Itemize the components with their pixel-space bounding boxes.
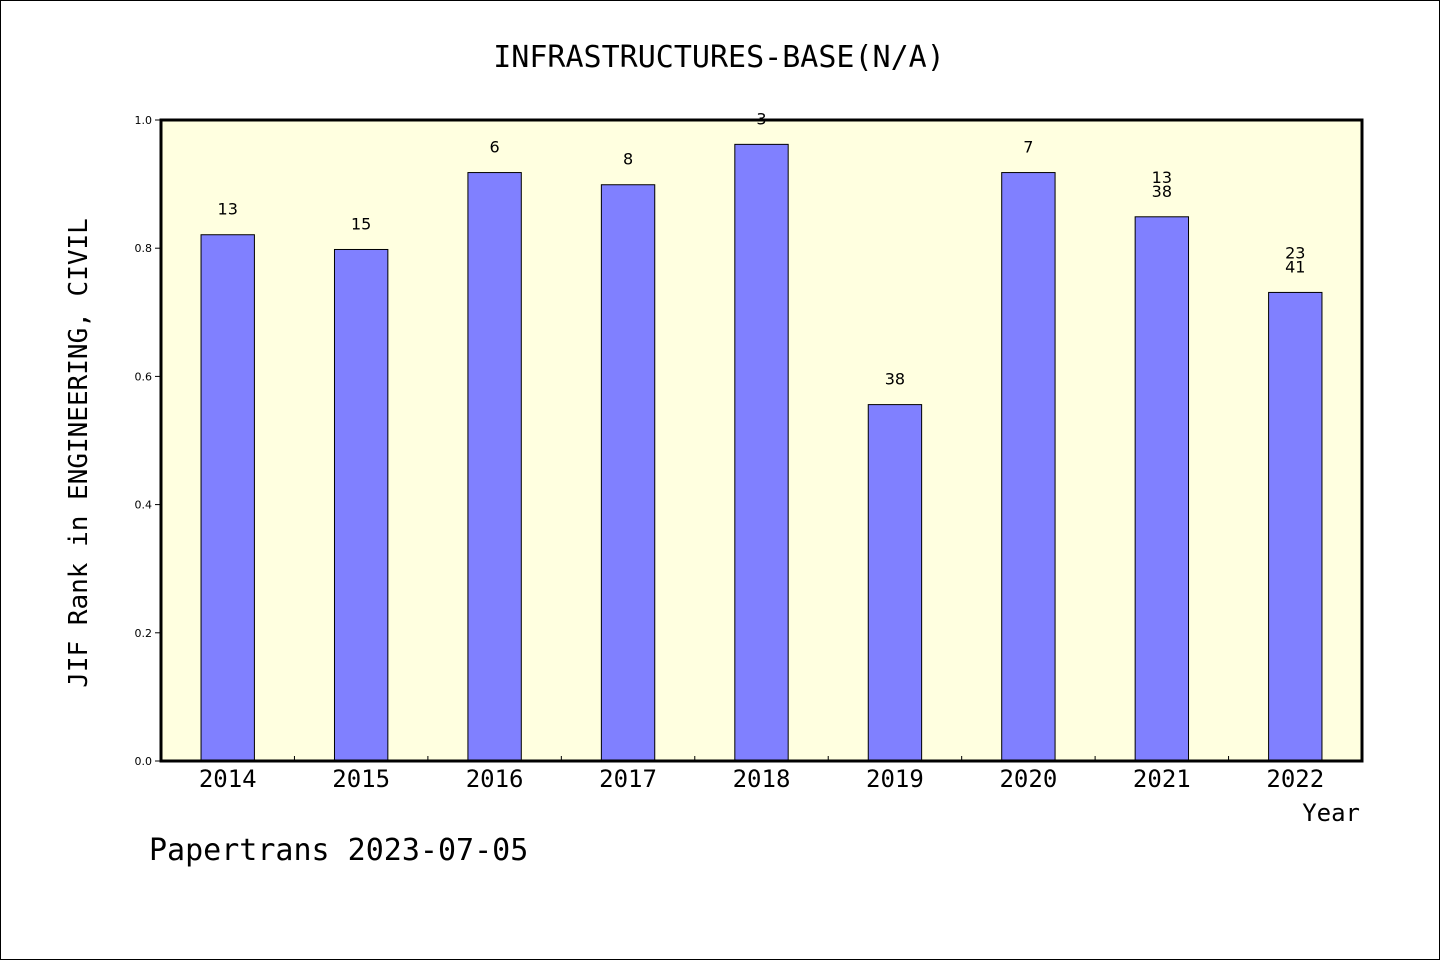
bar-2019 <box>867 404 923 762</box>
data-label-2016-1: 6 <box>490 138 500 157</box>
x-tick-label-2021: 2021 <box>1133 765 1191 793</box>
bar-2016 <box>467 172 522 762</box>
y-tick-label-0.8: 0.8 <box>135 242 153 255</box>
data-label-2022-1: 23 <box>1285 243 1305 262</box>
y-axis-label: JIF Rank in ENGINEERING, CIVIL <box>64 218 94 688</box>
bar-2021 <box>1134 216 1190 762</box>
data-label-2015-1: 15 <box>351 214 371 233</box>
data-label-2019-1: 38 <box>885 370 905 389</box>
x-tick-label-2022: 2022 <box>1266 765 1324 793</box>
x-tick-label-2017: 2017 <box>599 765 657 793</box>
data-label-2014-1: 13 <box>218 200 238 219</box>
data-label-2021-2: 38 <box>1152 182 1172 201</box>
bar-2017 <box>600 184 656 762</box>
x-tick-label-2015: 2015 <box>332 765 390 793</box>
plot-border <box>159 118 1364 763</box>
y-tick-label-0.4: 0.4 <box>135 499 153 512</box>
bar-2015 <box>333 248 389 762</box>
y-tick-label-0.2: 0.2 <box>135 627 153 640</box>
bars-layer <box>200 143 1323 762</box>
y-tick-label-1.0: 1.0 <box>135 114 153 127</box>
data-label-2020-1: 7 <box>1023 138 1033 157</box>
y-axis: 0.0 0.2 0.4 0.6 0.8 1.0 <box>135 114 161 768</box>
x-tick-label-2018: 2018 <box>733 765 791 793</box>
data-label-2021-1: 13 <box>1152 168 1172 187</box>
x-axis: 2014 2015 2016 2017 2018 2019 2020 2021 2022 <box>199 756 1324 793</box>
footer-credit: Papertrans 2023-07-05 <box>149 833 529 868</box>
y-tick-label-0.0: 0.0 <box>135 755 153 768</box>
bar-2022 <box>1268 291 1323 762</box>
x-tick-label-2020: 2020 <box>999 765 1057 793</box>
x-tick-label-2016: 2016 <box>466 765 524 793</box>
y-tick-label-0.6: 0.6 <box>135 370 153 383</box>
x-tick-label-2014: 2014 <box>199 765 257 793</box>
bar-2018 <box>734 143 789 762</box>
bar-2020 <box>1001 172 1056 762</box>
chart-title: INFRASTRUCTURES-BASE(N/A) <box>493 40 945 75</box>
x-tick-label-2019: 2019 <box>866 765 924 793</box>
x-axis-label: Year <box>1302 799 1360 827</box>
data-label-2022-2: 41 <box>1285 257 1305 276</box>
data-label-2017-1: 8 <box>623 150 633 169</box>
bar-2014 <box>200 234 255 762</box>
